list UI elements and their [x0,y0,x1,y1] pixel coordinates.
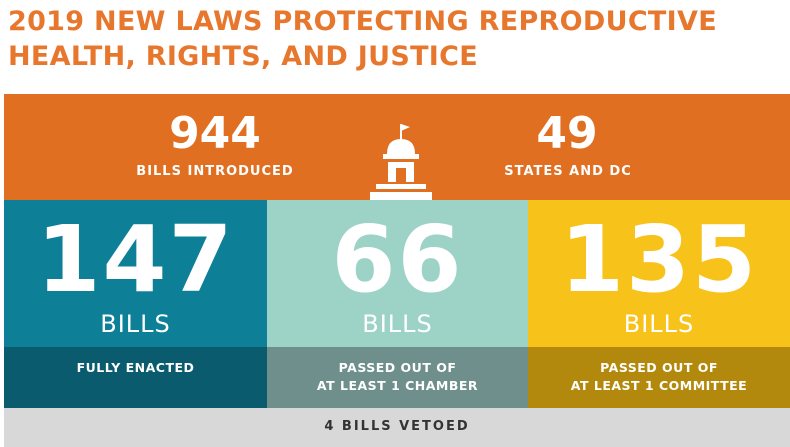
chamber-unit: BILLS [362,310,433,338]
bills-introduced-label: BILLS INTRODUCED [136,164,294,179]
chamber-count: 66 [331,206,464,313]
states-value: 49 [536,108,598,159]
enacted-column: 147 BILLS [4,200,267,347]
committee-caption-line-1: PASSED OUT OF [600,360,718,375]
vetoed-bar: 4 BILLS VETOED [4,408,790,447]
enacted-unit: BILLS [100,310,171,338]
enacted-count: 147 [36,206,235,313]
bills-introduced-value: 944 [169,108,261,159]
chamber-caption-line-1: PASSED OUT OF [338,360,457,375]
committee-count: 135 [559,206,759,313]
chamber-column: 66 BILLS [267,200,528,347]
enacted-caption-band: FULLY ENACTED [4,347,267,408]
committee-caption-line-2: AT LEAST 1 COMMITTEE [570,378,748,393]
committee-column: 135 BILLS [528,200,790,347]
enacted-caption: FULLY ENACTED [76,360,195,375]
committee-caption-band: PASSED OUT OF AT LEAST 1 COMMITTEE [528,347,790,408]
capitol-building-icon [368,122,434,200]
title-line-1: 2019 NEW LAWS PROTECTING REPRODUCTIVE [8,6,717,37]
title-line-2: HEALTH, RIGHTS, AND JUSTICE [8,41,479,72]
committee-unit: BILLS [623,310,695,338]
vetoed-label: 4 BILLS VETOED [324,419,470,434]
chamber-caption-line-2: AT LEAST 1 CHAMBER [316,378,479,393]
states-label: STATES AND DC [504,164,632,179]
chamber-caption-band: PASSED OUT OF AT LEAST 1 CHAMBER [267,347,528,408]
page-title: 2019 NEW LAWS PROTECTING REPRODUCTIVE HE… [8,4,788,74]
